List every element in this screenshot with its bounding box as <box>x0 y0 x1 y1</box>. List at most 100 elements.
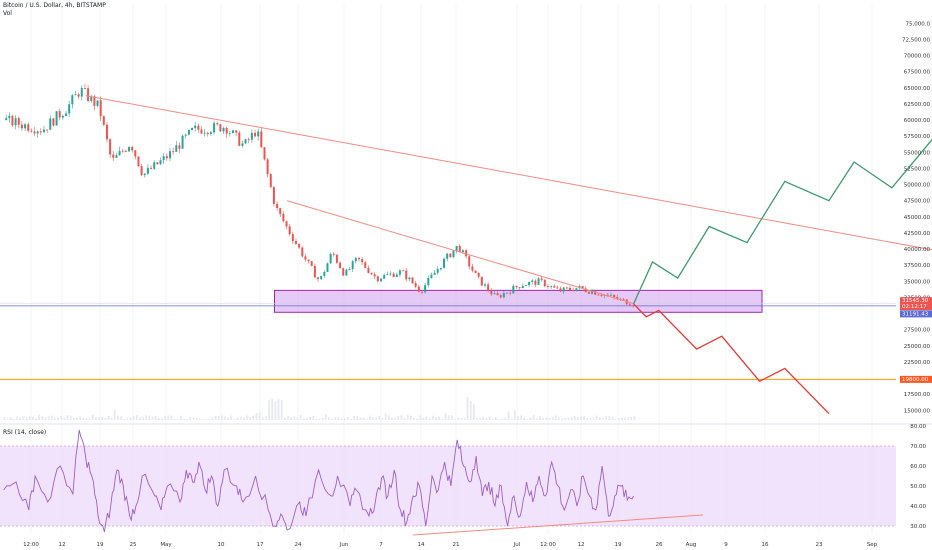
candle-body <box>168 151 171 159</box>
volume-bar <box>365 418 368 420</box>
volume-bar <box>334 417 337 420</box>
volume-bar <box>189 417 192 420</box>
projection-paths[interactable] <box>633 135 932 415</box>
candle-body <box>562 287 565 292</box>
volume-bar <box>343 417 346 420</box>
price-tick-label: 65000.00 <box>904 86 931 92</box>
candle-body <box>206 132 209 134</box>
trendlines[interactable] <box>85 95 932 305</box>
candle-body <box>14 118 17 126</box>
candle-body <box>339 262 342 269</box>
candle-body <box>307 259 310 262</box>
candle-body <box>194 125 197 128</box>
volume-bar <box>157 417 160 420</box>
volume-bar <box>76 417 78 420</box>
rsi-tick-label: 80.00 <box>910 424 926 430</box>
volume-bar <box>432 415 434 420</box>
time-axis[interactable]: 12:00 12 19 25 May 10 17 24 Jun 7 14 21 Jul 12:00 12 19… <box>23 542 878 548</box>
volume-bar <box>31 416 34 420</box>
volume-bar <box>66 415 69 420</box>
volume-bar <box>337 416 340 420</box>
candle-body <box>420 291 423 293</box>
candle-body <box>546 286 549 287</box>
price-tick-label: 42500.00 <box>904 231 931 237</box>
volume-bar <box>324 414 327 420</box>
volume-bar <box>88 417 91 420</box>
rsi-legend[interactable]: RSI (14, close) <box>3 429 47 436</box>
volume-bar <box>142 417 144 420</box>
volume-bar <box>573 415 576 420</box>
candle-body <box>461 250 464 253</box>
horizontal-lines[interactable] <box>0 303 896 380</box>
rsi-trendline[interactable] <box>413 514 703 536</box>
candle-body <box>439 267 442 270</box>
volume-bar <box>507 411 510 420</box>
trendline-lower[interactable] <box>286 200 634 305</box>
volume-bar <box>35 418 37 420</box>
price-tick-label: 22500.00 <box>904 360 931 366</box>
volume-bar <box>246 415 248 420</box>
trendline-upper[interactable] <box>85 95 932 283</box>
rsi-line <box>3 429 634 533</box>
volume-bar <box>539 416 541 420</box>
volume-bar <box>554 415 557 420</box>
volume-bar <box>476 418 478 420</box>
volume-legend[interactable]: Vol <box>3 10 12 17</box>
volume-bar <box>570 417 573 420</box>
candle-body <box>392 273 395 277</box>
price-axis[interactable]: 75,000.0 72,500.00 70000.00 67500.00 65000.0… <box>900 21 932 414</box>
volume-bar <box>406 414 409 420</box>
support-zone[interactable] <box>274 289 763 313</box>
candle-body <box>361 259 364 263</box>
candle-body <box>465 250 468 257</box>
candle-body <box>398 270 401 275</box>
time-tick-label: 24 <box>295 542 302 548</box>
volume-bar <box>258 411 261 420</box>
candle-body <box>474 270 477 273</box>
volume-bar <box>614 418 617 420</box>
time-tick-label: 12:00 <box>23 542 39 548</box>
candle-body <box>499 295 502 298</box>
price-tick-label: 35000.00 <box>904 279 931 285</box>
bullish-projection-path[interactable] <box>633 135 932 305</box>
candle-body <box>370 272 373 275</box>
time-tick-label: 19 <box>97 542 104 548</box>
volume-bar <box>208 418 211 420</box>
candle-body <box>528 282 531 286</box>
volume-bar <box>485 418 488 420</box>
volume-bar <box>94 417 97 420</box>
candle-body <box>408 277 411 280</box>
symbol-legend[interactable]: Bitcoin / U.S. Dollar, 4h, BITSTAMP <box>3 2 106 9</box>
volume-bar <box>472 404 475 420</box>
volume-bar <box>450 415 453 420</box>
volume-bar <box>13 418 15 420</box>
rsi-pane[interactable] <box>0 429 896 536</box>
candle-body <box>405 270 408 280</box>
volume-bar <box>558 417 560 420</box>
bearish-projection-path[interactable] <box>633 303 830 415</box>
candle-body <box>477 272 480 277</box>
price-tick-label: 55000.00 <box>904 150 931 156</box>
volume-bar <box>280 400 283 420</box>
volume-bar <box>394 418 396 420</box>
candle-body <box>30 130 33 132</box>
volume-bar <box>135 415 138 420</box>
candle-body <box>96 100 99 106</box>
volume-bar <box>154 415 157 420</box>
volume-bar <box>633 415 636 420</box>
support-zone-rect[interactable] <box>274 289 763 313</box>
volume-bar <box>3 417 6 420</box>
volume-bar <box>82 418 85 420</box>
price-pane[interactable] <box>0 83 932 420</box>
candle-body <box>613 294 616 298</box>
price-tick-label: 60000.00 <box>904 118 931 124</box>
volume-bar <box>176 418 179 420</box>
volume-bar <box>255 412 258 420</box>
volume-bar <box>369 415 371 420</box>
candle-body <box>187 129 190 135</box>
candle-body <box>367 267 370 273</box>
volume-bar <box>271 398 274 420</box>
volume-bar <box>287 415 289 420</box>
candle-body <box>115 155 118 158</box>
